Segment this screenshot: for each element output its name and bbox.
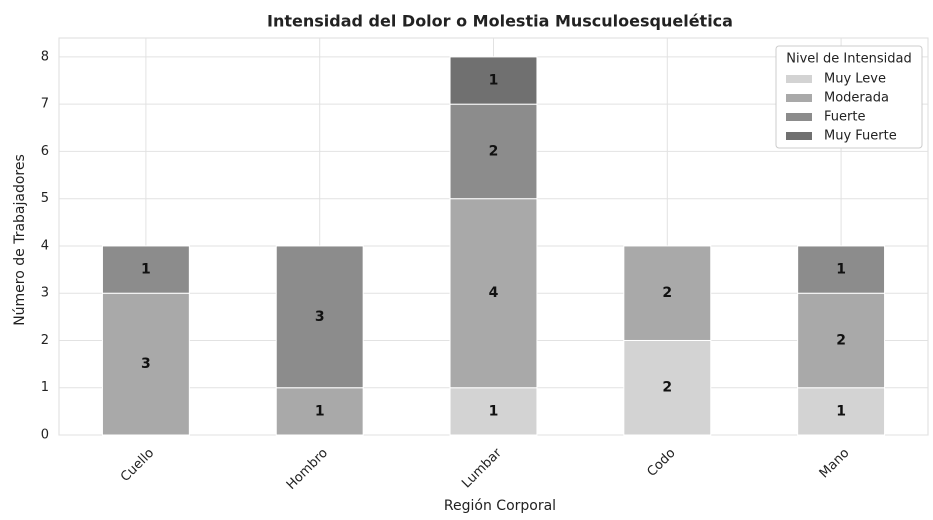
x-tick-label: Hombro [284,446,331,493]
y-tick-label: 3 [41,286,49,301]
data-label: 2 [662,285,672,301]
bar-segment [449,56,538,105]
data-label: 3 [315,309,325,325]
legend-swatch [786,75,812,83]
legend-label: Moderada [824,91,889,106]
y-axis-label: Número de Trabajadores [12,154,28,326]
data-label: 1 [836,262,846,278]
x-tick-label: Cuello [118,446,157,485]
legend-title: Nivel de Intensidad [786,52,911,67]
x-tick-label: Lumbar [459,445,505,491]
data-label: 4 [489,285,499,301]
data-label: 1 [315,403,325,419]
bar-segment [449,387,538,436]
legend-swatch [786,113,812,121]
bar-segment [623,339,712,436]
y-tick-label: 0 [41,428,49,443]
legend-box [775,45,923,149]
data-label: 2 [836,332,846,348]
y-tick-label: 7 [41,97,49,112]
x-tick-label: Mano [817,446,853,482]
legend-swatch [786,94,812,102]
bar-segment [449,198,538,389]
bar-segment [797,387,886,436]
x-tick-label: Codo [644,446,678,480]
bar-segment [797,245,886,294]
data-label: 1 [141,262,151,278]
bar-segment [101,245,190,294]
legend-label: Muy Fuerte [824,129,897,144]
y-tick-label: 4 [41,238,49,253]
chart-title: Intensidad del Dolor o Molestia Musculoe… [267,12,733,31]
bar-segment [797,292,886,389]
bar-segment [275,387,364,436]
y-tick-label: 5 [41,191,49,206]
bar-segment [449,103,538,200]
data-label: 3 [141,356,151,372]
legend-swatch [786,132,812,140]
x-axis-label: Región Corporal [444,498,556,514]
legend-label: Muy Leve [824,72,886,87]
data-label: 1 [836,403,846,419]
data-label: 1 [489,403,499,419]
y-tick-label: 2 [41,333,49,348]
y-tick-label: 1 [41,380,49,395]
legend-label: Fuerte [824,110,865,125]
y-tick-label: 8 [41,49,49,64]
data-label: 1 [489,73,499,89]
y-tick-label: 6 [41,144,49,159]
bar-segment [275,245,364,389]
bar-segment [101,292,190,436]
data-label: 2 [662,380,672,396]
bar-segment [623,245,712,341]
data-label: 2 [489,143,499,159]
